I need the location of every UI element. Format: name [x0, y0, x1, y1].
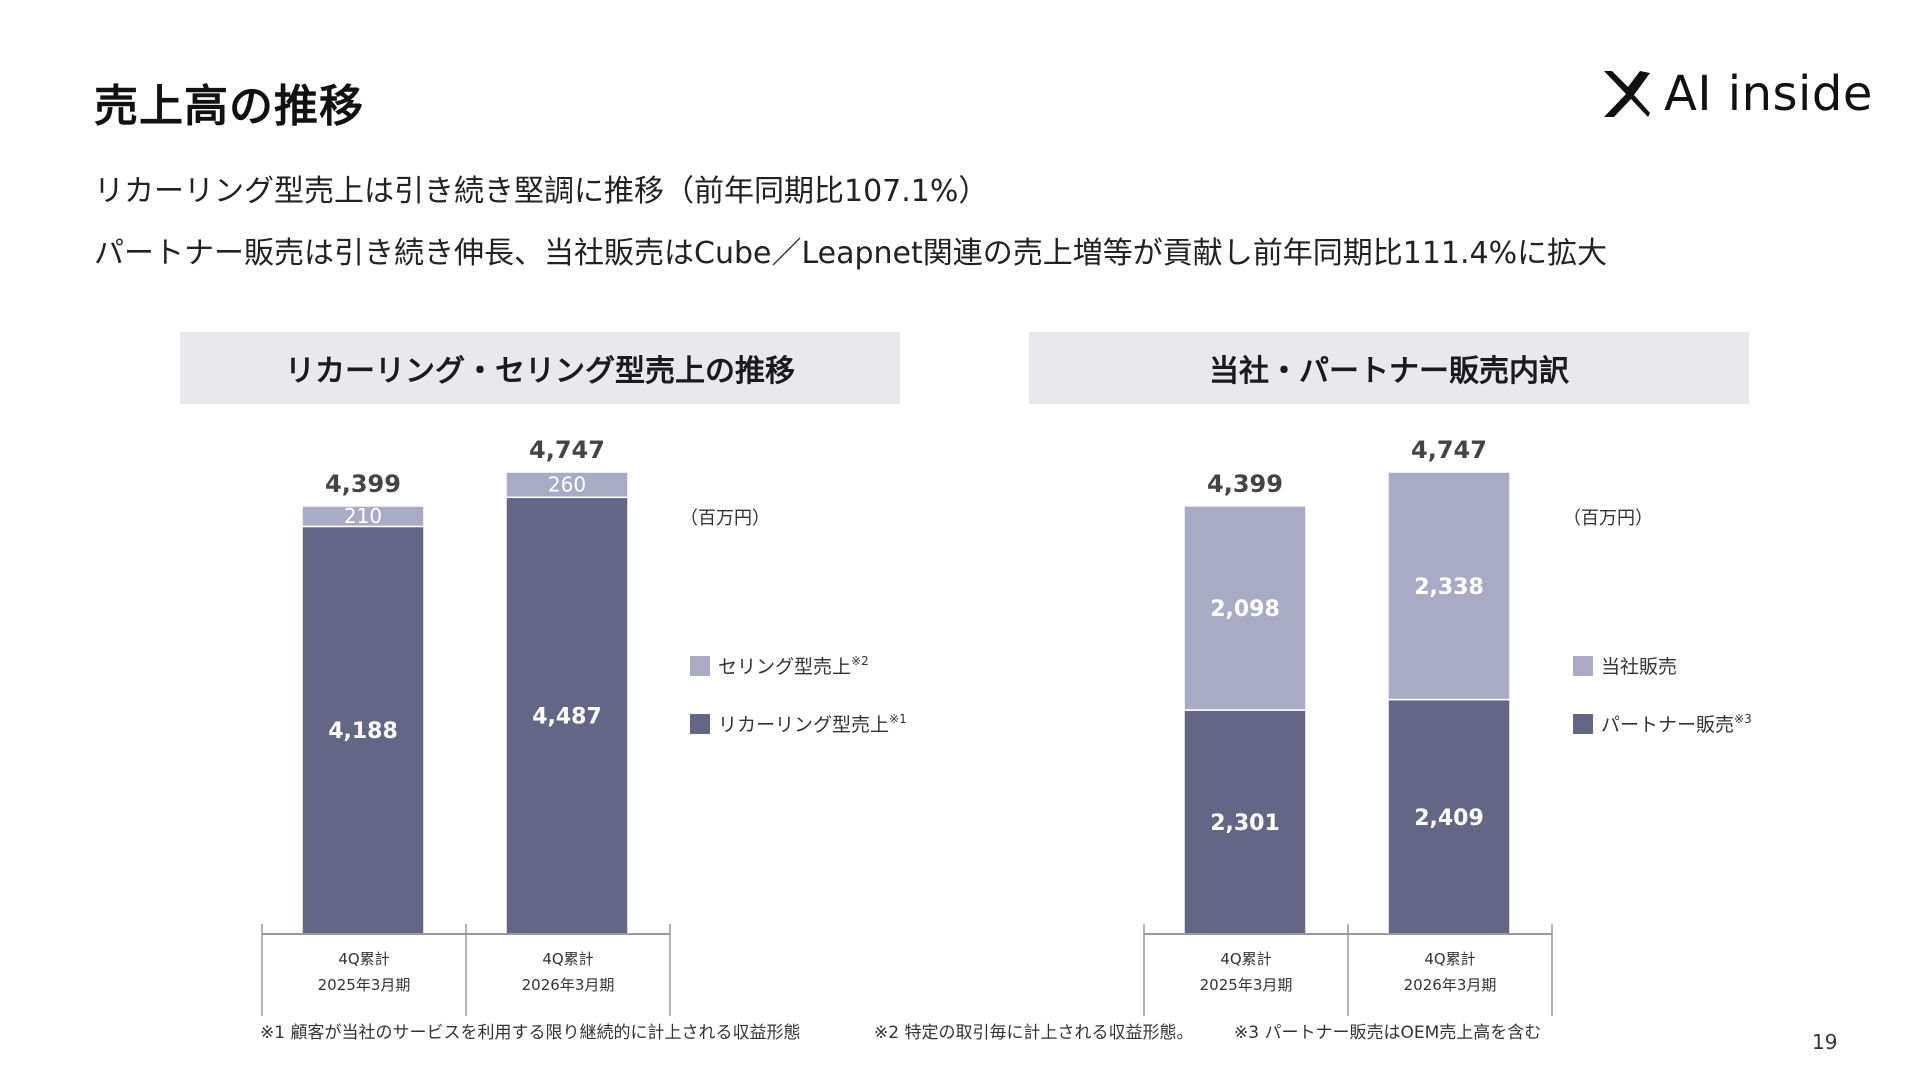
right-legend-label-1: パートナー販売※3 [1601, 712, 1752, 736]
left-unit-label: （百万円） [680, 508, 770, 529]
right-category-label-0-line2: 2025年3月期 [1200, 976, 1293, 994]
left-legend-label-1: リカーリング型売上※1 [718, 712, 907, 736]
right-bar-label-0-1: 2,409 [1414, 806, 1484, 831]
footnote-1: ※1 顧客が当社のサービスを利用する限り継続的に計上される収益形態 [260, 1023, 801, 1043]
left-bar-label-1-0: 210 [344, 504, 382, 528]
page-number: 19 [1812, 1030, 1838, 1054]
left-bar-label-0-0: 4,188 [328, 719, 398, 744]
right-category-label-0-line1: 4Q累計 [1220, 950, 1271, 968]
right-legend-label-0: 当社販売 [1601, 656, 1677, 678]
logo-text: AI inside [1664, 66, 1873, 122]
page-title: 売上高の推移 [94, 81, 364, 132]
summary-bullet-2: パートナー販売は引き続き伸長、当社販売はCube／Leapnet関連の売上増等が… [94, 236, 1608, 271]
right-bar-dark-1 [1387, 698, 1511, 935]
left-bar-label-1-1: 260 [548, 473, 586, 497]
left-legend-swatch-0 [690, 656, 710, 676]
left-legend-label-0: セリング型売上※2 [718, 654, 869, 678]
right-legend-swatch-1 [1573, 714, 1593, 734]
company-logo: AI inside [1600, 66, 1873, 122]
logo-x-icon [1604, 71, 1650, 117]
left-category-label-0-line1: 4Q累計 [338, 950, 389, 968]
right-category-label-1-line2: 2026年3月期 [1404, 976, 1497, 994]
right-chart-title: 当社・パートナー販売内訳 [1029, 332, 1749, 404]
right-legend-swatch-0 [1573, 656, 1593, 676]
right-total-label-1: 4,747 [1411, 436, 1487, 464]
right-bar-label-0-0: 2,301 [1210, 811, 1280, 836]
right-bar-light-0 [1183, 505, 1307, 711]
right-bar-label-1-1: 2,338 [1414, 575, 1484, 600]
right-total-label-0: 4,399 [1207, 470, 1283, 498]
left-legend-swatch-1 [690, 714, 710, 734]
left-category-label-1-line1: 4Q累計 [542, 950, 593, 968]
right-category-label-1-line1: 4Q累計 [1424, 950, 1475, 968]
right-unit-label: （百万円） [1563, 508, 1653, 529]
footnote-2: ※2 特定の取引毎に計上される収益形態。 [874, 1023, 1194, 1043]
left-bar-light-1 [505, 471, 629, 499]
left-bar-label-0-1: 4,487 [532, 705, 602, 730]
right-bar-label-1-0: 2,098 [1210, 597, 1280, 622]
left-category-label-1-line2: 2026年3月期 [522, 976, 615, 994]
left-bar-dark-1 [505, 496, 629, 935]
right-bar-light-1 [1387, 471, 1511, 701]
right-bar-dark-0 [1183, 709, 1307, 935]
left-total-label-0: 4,399 [325, 470, 401, 498]
footnote-3: ※3 パートナー販売はOEM売上高を含む [1234, 1023, 1542, 1043]
left-total-label-1: 4,747 [529, 436, 605, 464]
left-chart-title: リカーリング・セリング型売上の推移 [180, 332, 900, 404]
left-bar-light-0 [301, 505, 425, 528]
left-category-label-0-line2: 2025年3月期 [318, 976, 411, 994]
summary-bullet-1: リカーリング型売上は引き続き堅調に推移（前年同期比107.1%） [94, 174, 989, 209]
left-bar-dark-0 [301, 525, 425, 935]
